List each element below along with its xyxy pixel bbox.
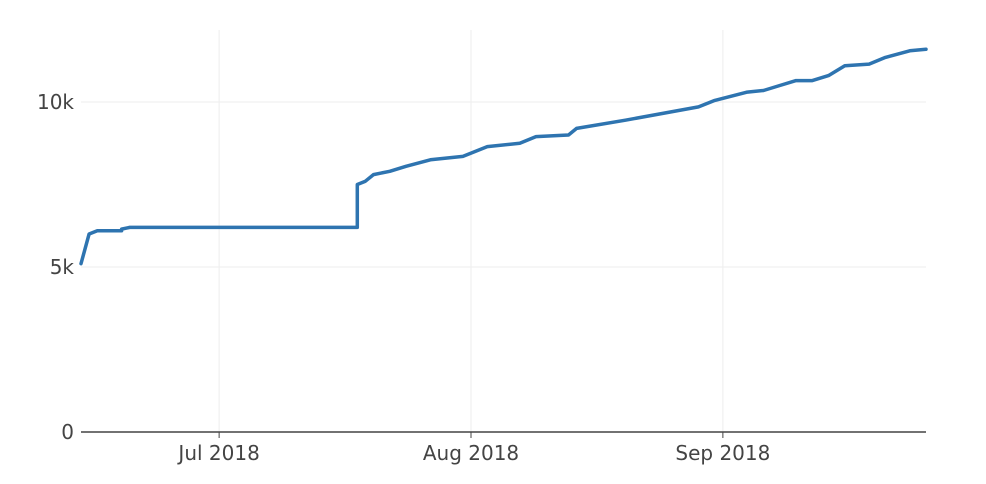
x-axis-ticks — [218, 432, 724, 438]
series-line — [79, 47, 928, 266]
y-tick-label: 5k — [50, 255, 75, 279]
y-tick-label: 0 — [61, 420, 74, 444]
x-tick-label: Aug 2018 — [423, 441, 519, 465]
x-tick-label: Sep 2018 — [675, 441, 770, 465]
series-layer — [79, 47, 928, 266]
y-gridlines — [81, 101, 926, 268]
y-axis-labels: 0 5k 10k — [37, 90, 74, 444]
y-tick-label: 10k — [37, 90, 74, 114]
x-gridlines — [218, 30, 724, 432]
x-tick-label: Jul 2018 — [176, 441, 259, 465]
x-axis-labels: Jul 2018 Aug 2018 Sep 2018 — [176, 441, 770, 465]
